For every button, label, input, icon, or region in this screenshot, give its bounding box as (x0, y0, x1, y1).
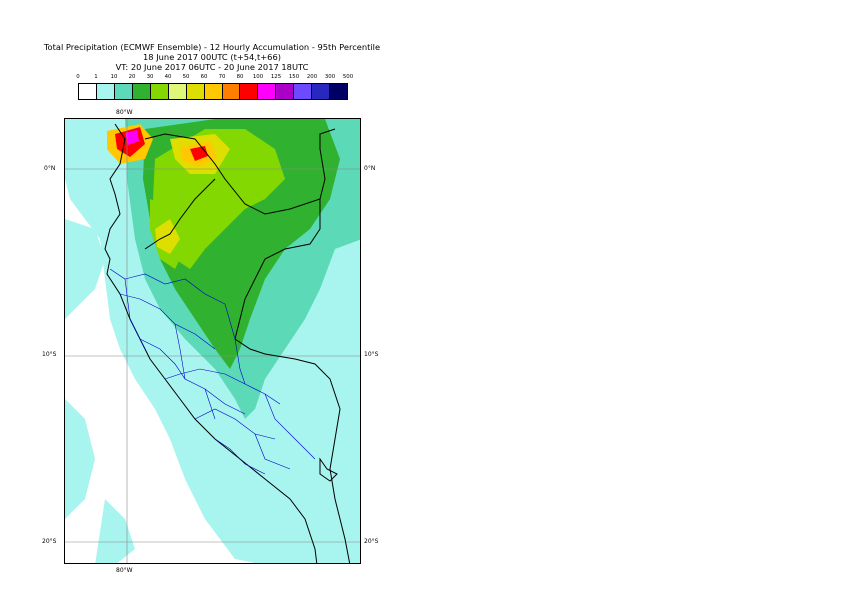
scale-swatch (204, 84, 223, 99)
scale-tick-label: 125 (270, 74, 282, 80)
lat-label-right-0: 0°N (364, 165, 376, 172)
lat-label-right-20: 20°S (364, 538, 379, 545)
scale-swatch (222, 84, 241, 99)
scale-tick-label: 500 (342, 74, 354, 80)
map-svg (65, 119, 360, 563)
scale-swatch (150, 84, 169, 99)
lat-label-left-10: 10°S (42, 351, 57, 358)
scale-swatch (79, 84, 97, 99)
scale-tick-label: 20 (128, 74, 136, 80)
lon-label-top: 80°W (116, 109, 133, 116)
scale-tick-label: 1 (94, 74, 98, 80)
scale-tick-label: 150 (288, 74, 300, 80)
scale-tick-label: 50 (182, 74, 190, 80)
scale-swatch (96, 84, 115, 99)
scale-tick-label: 100 (252, 74, 264, 80)
scale-swatch (132, 84, 151, 99)
scale-tick-label: 0 (76, 74, 80, 80)
chart-title: Total Precipitation (ECMWF Ensemble) - 1… (0, 42, 424, 72)
title-line-1: Total Precipitation (ECMWF Ensemble) - 1… (43, 42, 381, 52)
scale-swatch (114, 84, 133, 99)
title-line-3: VT: 20 June 2017 06UTC - 20 June 2017 18… (115, 62, 309, 72)
scale-tick-label: 300 (324, 74, 336, 80)
lon-label-bottom: 80°W (116, 567, 133, 574)
scale-tick-label: 30 (146, 74, 154, 80)
scale-swatch (186, 84, 205, 99)
scale-tick-label: 70 (218, 74, 226, 80)
precip-ocean-patches (65, 219, 135, 563)
lat-label-left-20: 20°S (42, 538, 57, 545)
precip-area-magenta (125, 130, 139, 145)
scale-swatch (276, 84, 295, 99)
scale-swatch (168, 84, 187, 99)
scale-swatch (258, 84, 277, 99)
scale-swatch (294, 84, 313, 99)
title-line-2: 18 June 2017 00UTC (t+54,t+66) (143, 52, 281, 62)
scale-color-bar (78, 83, 348, 100)
scale-tick-label: 40 (164, 74, 172, 80)
color-scale-legend: 0 1 10 20 30 40 50 60 70 80 100 125 150 200 300 500 (76, 74, 353, 104)
scale-tick-label: 200 (306, 74, 318, 80)
scale-tick-label: 60 (200, 74, 208, 80)
internal-borders (109, 268, 316, 475)
precip-area-red (115, 127, 208, 161)
scale-tick-label: 10 (110, 74, 118, 80)
scale-swatch (330, 84, 348, 99)
precip-area-yellow (155, 134, 230, 254)
scale-tick-labels: 0 1 10 20 30 40 50 60 70 80 100 125 150 200 300 500 (76, 74, 353, 84)
lat-label-left-0: 0°N (44, 165, 56, 172)
scale-swatch (312, 84, 331, 99)
scale-swatch (240, 84, 259, 99)
scale-tick-label: 80 (236, 74, 244, 80)
precipitation-map (64, 118, 361, 564)
lat-label-right-10: 10°S (364, 351, 379, 358)
